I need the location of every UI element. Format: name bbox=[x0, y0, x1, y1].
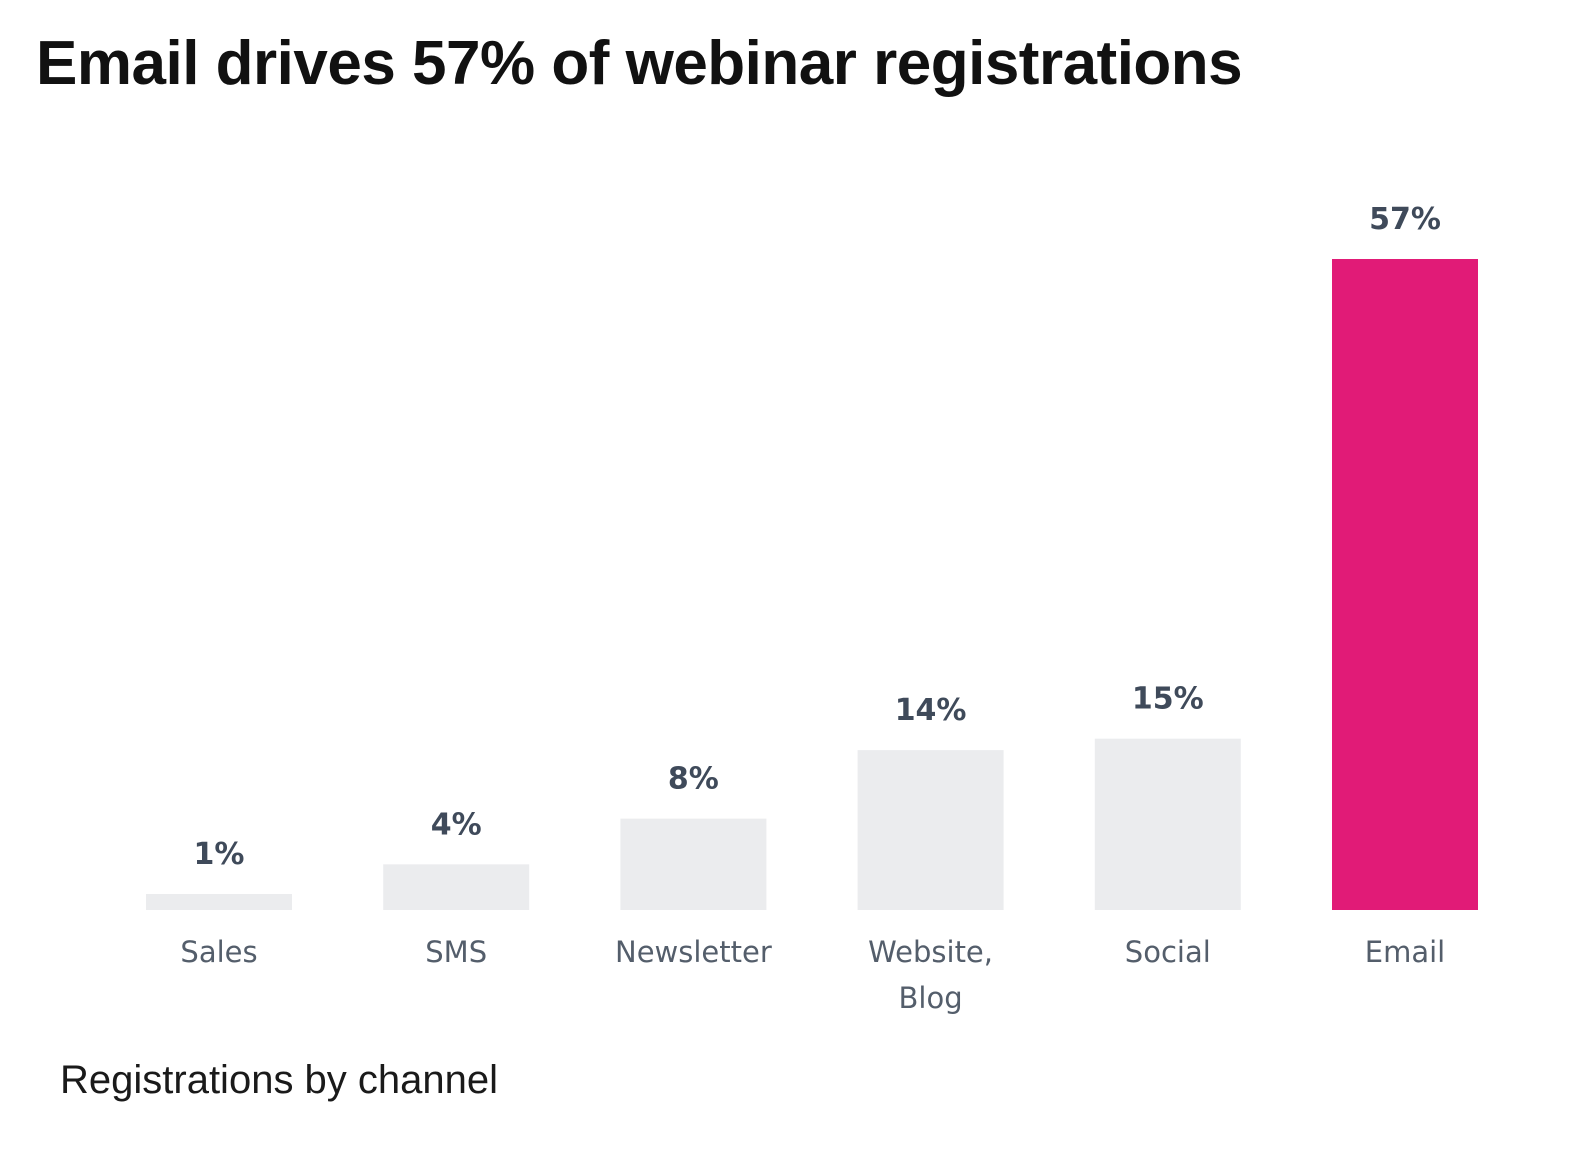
bar-website-blog bbox=[857, 750, 1004, 910]
data-label: 57% bbox=[1369, 202, 1441, 237]
category-label: Sales bbox=[180, 935, 257, 969]
data-label: 1% bbox=[194, 837, 245, 872]
category-label: Website, Blog bbox=[868, 935, 993, 1015]
data-label: 15% bbox=[1132, 682, 1204, 717]
bar-sales bbox=[146, 894, 292, 910]
bar-newsletter bbox=[620, 818, 767, 910]
bar-email bbox=[1332, 259, 1478, 910]
chart-caption: Registrations by channel bbox=[60, 1058, 499, 1102]
category-label: Social bbox=[1125, 935, 1211, 969]
bar-sms bbox=[383, 864, 530, 910]
data-label: 14% bbox=[895, 693, 967, 728]
category-label: Email bbox=[1365, 935, 1445, 969]
chart-title: Email drives 57% of webinar registration… bbox=[36, 29, 1243, 98]
bar-social bbox=[1094, 738, 1241, 910]
category-label: SMS bbox=[425, 935, 487, 969]
data-label: 8% bbox=[668, 762, 719, 797]
data-label: 4% bbox=[431, 807, 482, 842]
category-label: Newsletter bbox=[615, 935, 772, 969]
